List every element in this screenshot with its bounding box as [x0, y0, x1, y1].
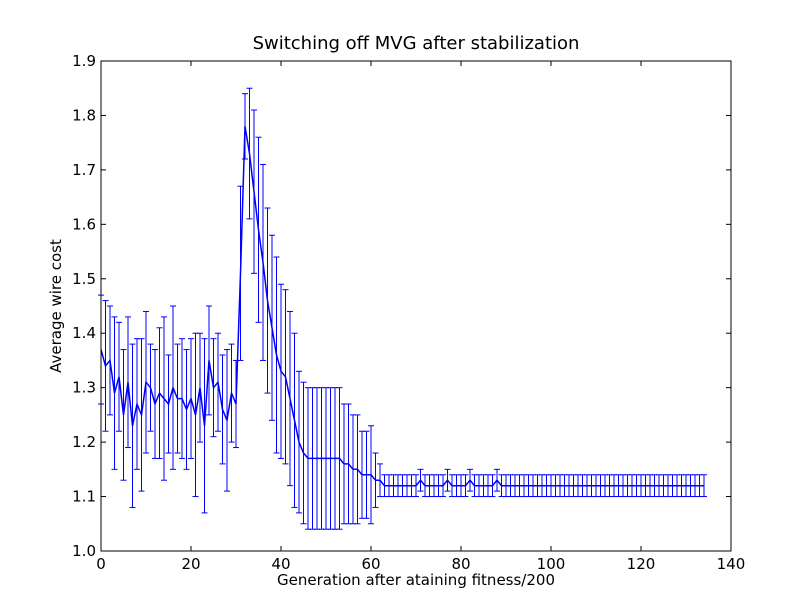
- y-tick-label: 1.7: [72, 161, 96, 179]
- y-tick-label: 1.3: [72, 379, 96, 397]
- y-tick-label: 1.8: [72, 106, 96, 124]
- y-tick-label: 1.5: [72, 270, 96, 288]
- y-tick-label: 1.1: [72, 488, 96, 506]
- x-tick-label: 0: [96, 555, 106, 573]
- axes: [100, 60, 732, 552]
- x-tick-label: 40: [271, 555, 290, 573]
- chart-title: Switching off MVG after stabilization: [252, 33, 580, 54]
- tick-labels: 0 20 40 60 80 100 120 140 1.0 1.1 1.2 1.3 1.4 1.5 1.6 1…: [72, 52, 745, 573]
- plot-frame: [100, 60, 732, 552]
- y-tick-label: 1.2: [72, 433, 96, 451]
- series-lines: [100, 126, 704, 487]
- error-bars: [98, 87, 707, 530]
- x-tick-label: 100: [537, 555, 566, 573]
- x-tick-label: 60: [361, 555, 380, 573]
- y-tick-label: 1.9: [72, 52, 96, 70]
- y-tick-label: 1.6: [72, 215, 96, 233]
- x-tick-label: 120: [627, 555, 656, 573]
- x-tick-label: 20: [181, 555, 200, 573]
- x-tick-label: 140: [717, 555, 746, 573]
- y-tick-label: 1.4: [72, 324, 96, 342]
- series-line-0: [100, 126, 704, 487]
- x-axis-label: Generation after ataining fitness/200: [277, 571, 555, 589]
- x-tick-label: 80: [451, 555, 470, 573]
- y-tick-label: 1.0: [72, 542, 96, 560]
- y-axis-label: Average wire cost: [47, 239, 65, 373]
